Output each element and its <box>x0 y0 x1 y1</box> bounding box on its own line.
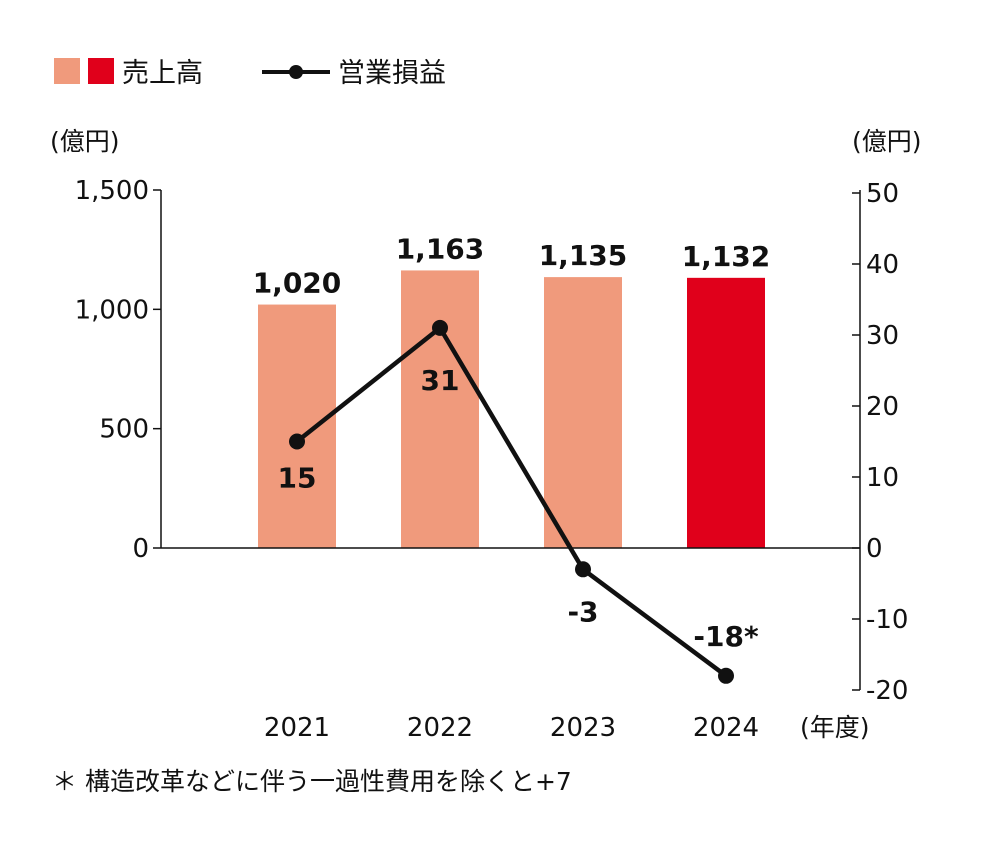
bar-2021 <box>258 304 336 548</box>
legend-line-marker <box>289 65 303 79</box>
bar-2024 <box>687 277 765 548</box>
legend-bar-label: 売上高 <box>122 58 203 89</box>
x-tick-label: 2021 <box>264 713 330 743</box>
x-tick-label: 2022 <box>407 713 473 743</box>
line-point-2024 <box>718 667 734 684</box>
right-axis-tick-label: 10 <box>866 463 899 493</box>
left-axis-tick-label: 1,000 <box>75 295 149 325</box>
plot-area: 0 500 1,000 1,500 -20 -10 0 10 20 30 40 50 1,020 1,16… <box>75 176 909 743</box>
bar-label-2022: 1,163 <box>396 232 485 265</box>
left-axis-unit: (億円) <box>50 127 120 156</box>
line-label-2021: 15 <box>278 462 317 495</box>
x-tick-label: 2024 <box>693 713 759 743</box>
line-point-2023 <box>575 561 591 578</box>
right-axis-tick-label: 30 <box>866 321 899 351</box>
x-axis-unit: (年度) <box>800 713 870 742</box>
bar-2023 <box>544 277 622 548</box>
legend: 売上高 営業損益 <box>54 58 446 89</box>
footnote: ＊ 構造改革などに伴う一過性費用を除くと+7 <box>52 767 572 796</box>
left-axis-tick-label: 0 <box>132 534 149 564</box>
right-axis-tick-label: -10 <box>866 605 908 635</box>
right-axis-tick-label: 20 <box>866 392 899 422</box>
bar-label-2021: 1,020 <box>253 267 342 300</box>
line-label-2022: 31 <box>421 364 460 397</box>
bar-label-2023: 1,135 <box>539 239 628 272</box>
left-axis-tick-label: 1,500 <box>75 176 149 206</box>
bar-label-2024: 1,132 <box>682 240 771 273</box>
right-axis-tick-label: -20 <box>866 676 908 706</box>
left-axis-tick-label: 500 <box>99 415 149 445</box>
line-label-2024: -18* <box>693 620 759 653</box>
right-axis-unit: (億円) <box>852 127 922 156</box>
bar-2022 <box>401 270 479 548</box>
line-label-2023: -3 <box>567 595 598 628</box>
line-point-2022 <box>432 319 448 336</box>
operating-profit-line <box>295 325 728 678</box>
right-axis-tick-label: 0 <box>866 534 883 564</box>
x-tick-label: 2023 <box>550 713 616 743</box>
legend-line-label: 営業損益 <box>338 58 446 89</box>
legend-swatch-bar-red <box>88 58 114 84</box>
right-axis-tick-label: 40 <box>866 250 899 280</box>
right-axis-tick-label: 50 <box>866 179 899 209</box>
line-point-2021 <box>289 433 305 450</box>
legend-swatch-bar-light <box>54 58 80 84</box>
